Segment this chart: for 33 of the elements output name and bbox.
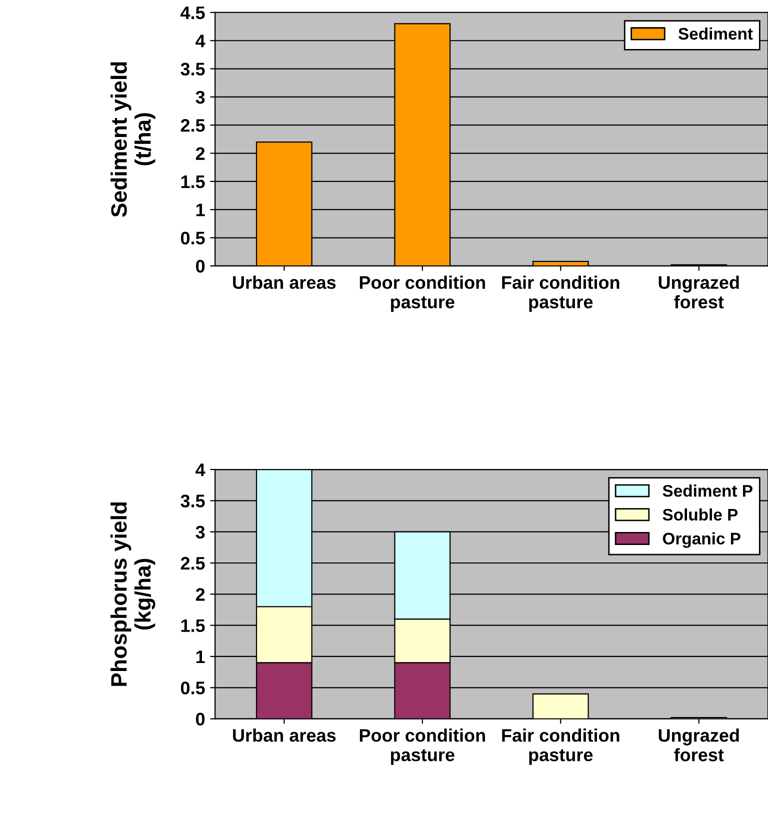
x-tick-label: Urban areas	[233, 276, 336, 289]
y-axis-title: Phosphorus yield (kg/ha)	[110, 502, 156, 686]
y-tick-label: 2.5	[180, 556, 205, 570]
y-axis-title: Sediment yield (t/ha)	[110, 62, 156, 217]
x-tick-label: Ungrazed forest	[658, 276, 739, 308]
x-tick-label: Fair condition pasture	[502, 276, 620, 312]
y-tick-label: 3.5	[180, 62, 205, 76]
x-tick-label: Poor condition pasture	[360, 276, 485, 312]
y-tick-label: 1.5	[181, 619, 205, 632]
legend-label: Organic P	[662, 532, 740, 548]
y-tick-label: 1	[196, 204, 205, 216]
x-tick-label: Urban areas	[233, 728, 336, 742]
x-tick-label: Poor condition pasture	[360, 728, 485, 765]
y-tick-label: 0	[196, 712, 205, 726]
x-tick-label: Fair condition pasture	[502, 728, 620, 765]
legend-label: Soluble P	[662, 508, 738, 521]
y-tick-label: 0	[196, 260, 205, 273]
y-tick-label: 3	[196, 526, 205, 539]
y-tick-label: 4.5	[180, 6, 205, 20]
y-tick-label: 2	[196, 588, 205, 601]
y-tick-label: 3.5	[180, 494, 205, 508]
legend-label: Sediment P	[662, 484, 752, 497]
y-tick-label: 4	[196, 464, 206, 476]
y-tick-label: 2	[196, 147, 205, 160]
y-tick-label: 3	[196, 90, 205, 104]
y-tick-label: 1	[196, 650, 205, 664]
x-tick-label: Ungrazed forest	[658, 728, 739, 762]
y-tick-label: 2.5	[180, 119, 205, 132]
y-tick-label: 1.5	[181, 176, 205, 188]
y-tick-label: 0.5	[180, 232, 205, 244]
y-tick-label: 4	[196, 34, 206, 48]
y-tick-label: 0.5	[180, 682, 205, 694]
legend-label: Sediment	[678, 27, 753, 40]
